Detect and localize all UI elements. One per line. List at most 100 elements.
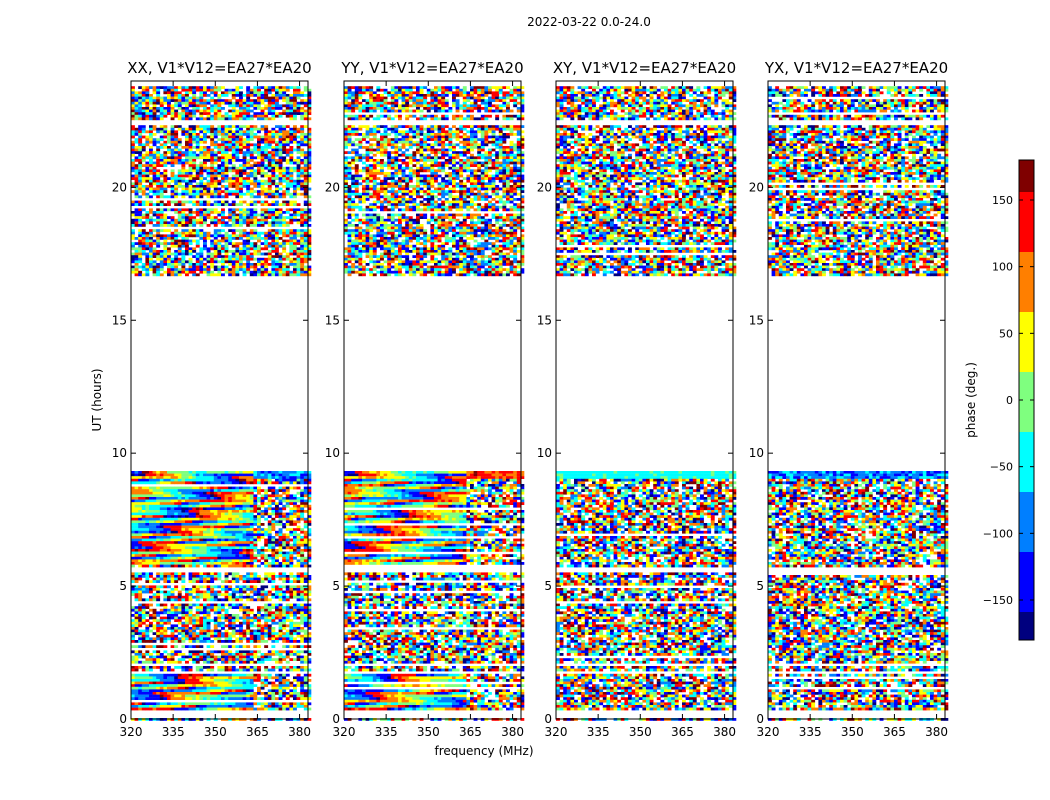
- colorbar-swatch: [1019, 188, 1034, 193]
- colorbar-swatch: [1019, 244, 1034, 249]
- colorbar-swatch: [1019, 172, 1034, 177]
- colorbar-swatch: [1019, 328, 1034, 333]
- colorbar-swatch: [1019, 572, 1034, 577]
- colorbar-swatch: [1019, 184, 1034, 189]
- colorbar-swatch: [1019, 364, 1034, 369]
- panel-title: XY, V1*V12=EA27*EA20: [553, 59, 736, 77]
- colorbar-swatch: [1019, 320, 1034, 325]
- y-tick-label: 20: [112, 180, 127, 194]
- colorbar-swatch: [1019, 192, 1034, 197]
- colorbar-swatch: [1019, 284, 1034, 289]
- colorbar-swatch: [1019, 620, 1034, 625]
- y-tick-label: 10: [112, 446, 127, 460]
- colorbar-swatch: [1019, 384, 1034, 389]
- x-tick-label: 350: [204, 725, 227, 739]
- colorbar-swatch: [1019, 492, 1034, 497]
- colorbar-swatch: [1019, 288, 1034, 293]
- colorbar-swatch: [1019, 324, 1034, 329]
- y-tick-label: 20: [325, 180, 340, 194]
- colorbar-label: phase (deg.): [964, 362, 978, 438]
- colorbar-swatch: [1019, 376, 1034, 381]
- colorbar-swatch: [1019, 252, 1034, 257]
- x-tick-label: 335: [799, 725, 822, 739]
- colorbar-swatch: [1019, 484, 1034, 489]
- colorbar-swatch: [1019, 352, 1034, 357]
- colorbar-swatch: [1019, 504, 1034, 509]
- x-tick-label: 365: [246, 725, 269, 739]
- y-tick-label: 5: [332, 579, 340, 593]
- colorbar-swatch: [1019, 416, 1034, 421]
- x-tick-label: 335: [162, 725, 185, 739]
- colorbar-swatch: [1019, 480, 1034, 485]
- colorbar-swatch: [1019, 212, 1034, 217]
- colorbar-swatch: [1019, 164, 1034, 169]
- colorbar-swatch: [1019, 440, 1034, 445]
- heatmap-cells: [768, 86, 948, 721]
- x-tick-label: 350: [417, 725, 440, 739]
- colorbar-tick-label: 150: [992, 194, 1013, 207]
- colorbar-swatch: [1019, 436, 1034, 441]
- colorbar-swatch: [1019, 268, 1034, 273]
- x-tick-label: 365: [459, 725, 482, 739]
- y-tick-label: 15: [537, 313, 552, 327]
- colorbar-swatch: [1019, 468, 1034, 473]
- colorbar-swatch: [1019, 448, 1034, 453]
- colorbar-swatch: [1019, 388, 1034, 393]
- colorbar-swatch: [1019, 616, 1034, 621]
- colorbar-tick-label: 0: [1006, 394, 1013, 407]
- colorbar-swatch: [1019, 516, 1034, 521]
- x-tick-label: 320: [120, 725, 143, 739]
- y-tick-label: 0: [544, 712, 552, 726]
- x-tick-label: 350: [841, 725, 864, 739]
- colorbar-tick-label: −150: [983, 594, 1013, 607]
- colorbar-tick-label: 100: [992, 261, 1013, 274]
- colorbar-swatch: [1019, 508, 1034, 513]
- y-tick-label: 20: [537, 180, 552, 194]
- colorbar-swatch: [1019, 208, 1034, 213]
- colorbar-swatch: [1019, 520, 1034, 525]
- colorbar-swatch: [1019, 248, 1034, 253]
- colorbar-swatch: [1019, 380, 1034, 385]
- colorbar-swatch: [1019, 392, 1034, 397]
- colorbar-swatch: [1019, 540, 1034, 545]
- colorbar-swatch: [1019, 444, 1034, 449]
- heatmap-cells: [344, 86, 524, 721]
- colorbar-swatch: [1019, 168, 1034, 173]
- colorbar-swatch: [1019, 236, 1034, 241]
- colorbar-swatch: [1019, 308, 1034, 313]
- x-tick-label: 335: [375, 725, 398, 739]
- colorbar-swatch: [1019, 176, 1034, 181]
- colorbar-swatch: [1019, 584, 1034, 589]
- colorbar-tick-label: −50: [990, 461, 1013, 474]
- y-tick-label: 15: [749, 313, 764, 327]
- colorbar-swatch: [1019, 272, 1034, 277]
- panel-title: YY, V1*V12=EA27*EA20: [340, 59, 523, 77]
- colorbar-swatch: [1019, 400, 1034, 405]
- colorbar-swatch: [1019, 552, 1034, 557]
- colorbar-swatch: [1019, 256, 1034, 261]
- figure: 2022-03-22 0.0-24.0 XX, V1*V12=EA27*EA20…: [0, 0, 1050, 800]
- colorbar-swatch: [1019, 424, 1034, 429]
- x-tick-label: 320: [545, 725, 568, 739]
- colorbar-swatch: [1019, 432, 1034, 437]
- colorbar-swatch: [1019, 344, 1034, 349]
- colorbar-swatch: [1019, 592, 1034, 597]
- colorbar-swatch: [1019, 536, 1034, 541]
- x-tick-label: 335: [587, 725, 610, 739]
- x-tick-label: 380: [713, 725, 736, 739]
- y-tick-label: 0: [332, 712, 340, 726]
- colorbar-swatch: [1019, 564, 1034, 569]
- colorbar-swatch: [1019, 216, 1034, 221]
- y-tick-label: 10: [749, 446, 764, 460]
- colorbar-tick-label: 50: [999, 327, 1013, 340]
- colorbar-swatch: [1019, 476, 1034, 481]
- colorbar-swatch: [1019, 428, 1034, 433]
- y-tick-label: 0: [756, 712, 764, 726]
- y-tick-label: 10: [537, 446, 552, 460]
- colorbar-swatch: [1019, 548, 1034, 553]
- x-tick-label: 380: [288, 725, 311, 739]
